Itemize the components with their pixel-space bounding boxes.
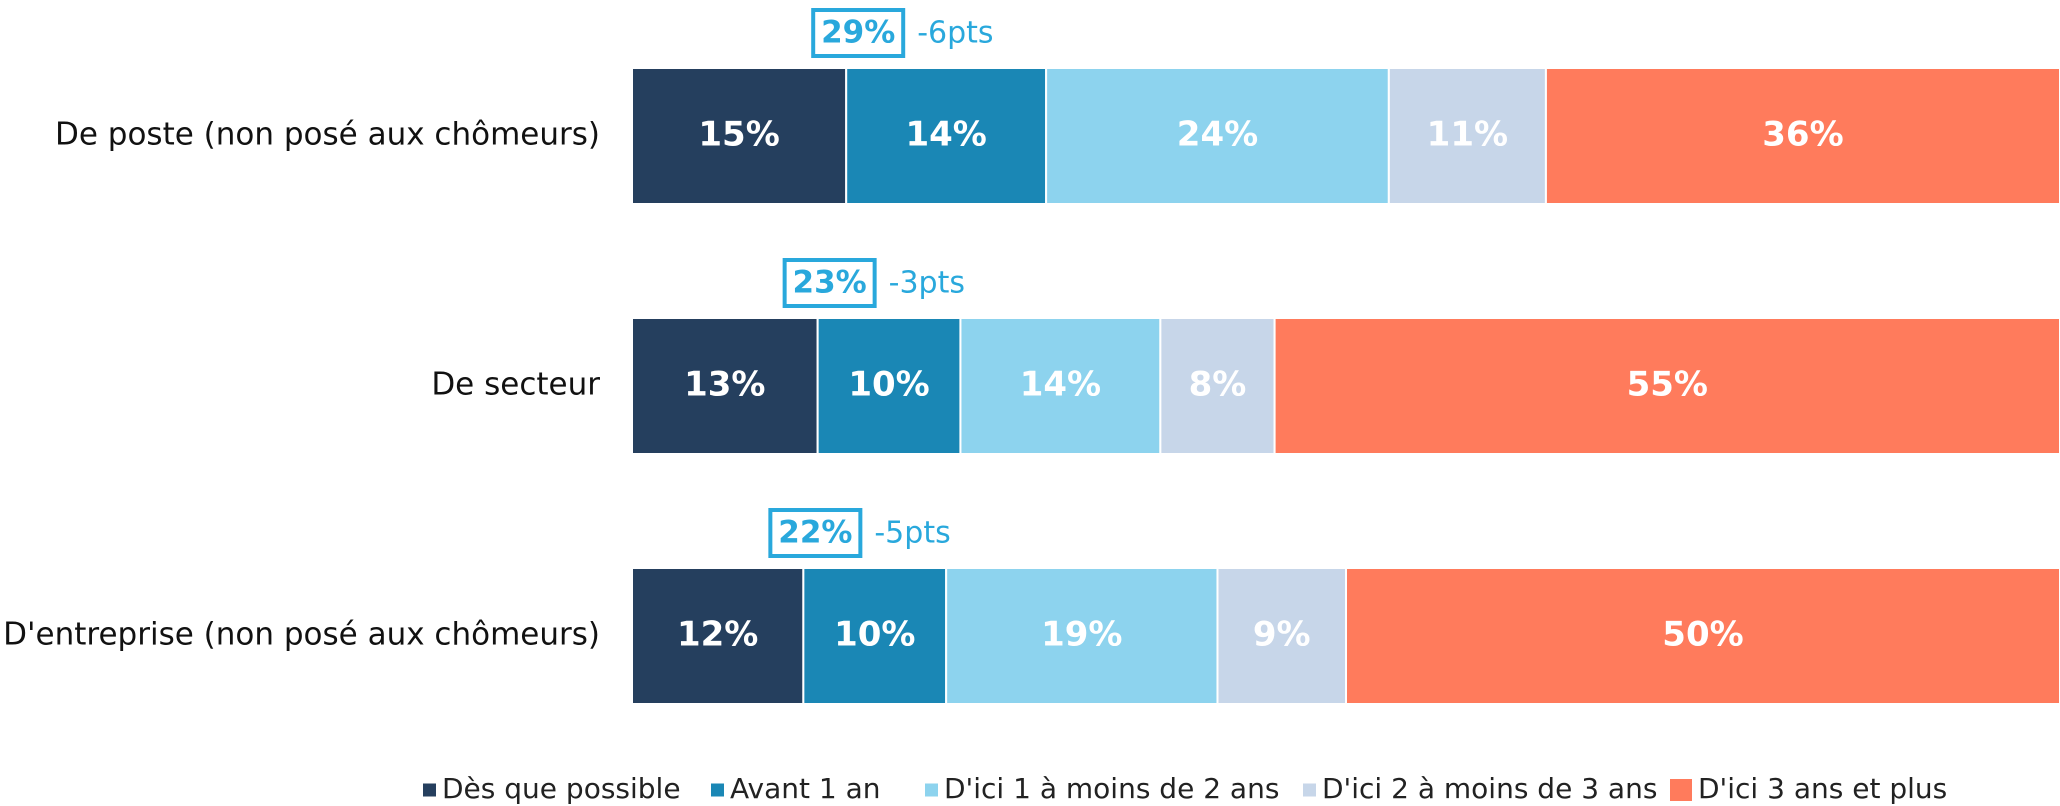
legend-swatch (1303, 783, 1316, 797)
annotation-value: 23% (793, 265, 867, 301)
legend-label: Avant 1 an (730, 772, 881, 805)
annotation-box (811, 8, 906, 58)
value-label: 14% (905, 115, 986, 155)
legend-label: D'ici 3 ans et plus (1698, 772, 1947, 805)
value-label: 55% (1627, 365, 1708, 405)
annotation-value: 22% (778, 515, 852, 551)
bar-segment (845, 67, 1048, 205)
legend-label: D'ici 2 à moins de 3 ans (1322, 772, 1657, 805)
value-label: 10% (848, 365, 929, 405)
value-label: 11% (1427, 115, 1508, 155)
legend-swatch (711, 783, 724, 797)
legend-swatch (423, 783, 436, 797)
value-label: 15% (698, 115, 779, 155)
category-label: De poste (non posé aux chômeurs) (55, 117, 600, 153)
value-label: 12% (677, 615, 758, 655)
value-label: 13% (684, 365, 765, 405)
value-label: 24% (1177, 115, 1258, 155)
annotation-delta: -5pts (874, 516, 950, 551)
value-label: 10% (834, 615, 915, 655)
value-label: 36% (1762, 115, 1843, 155)
bar-segment (1544, 67, 2060, 205)
legend-swatch (925, 783, 938, 797)
annotation-box (782, 258, 877, 308)
value-label: 8% (1189, 365, 1247, 405)
annotation-value: 29% (821, 15, 895, 51)
annotation-box (768, 508, 863, 558)
annotation-delta: -6pts (917, 16, 993, 51)
bar-segment (1345, 567, 2060, 705)
bar-segment (945, 567, 1219, 705)
bar-segment (1159, 317, 1276, 455)
bar-segment (1045, 67, 1390, 205)
legend-label: D'ici 1 à moins de 2 ans (944, 772, 1279, 805)
bar-segment (1387, 67, 1547, 205)
bar-segment (631, 317, 819, 455)
bar-segment (631, 67, 848, 205)
value-label: 9% (1253, 615, 1311, 655)
value-label: 14% (1020, 365, 1101, 405)
category-label: De secteur (431, 367, 600, 403)
legend-swatch (1670, 779, 1692, 801)
category-label: D'entreprise (non posé aux chômeurs) (3, 617, 600, 653)
value-label: 19% (1041, 615, 1122, 655)
bar-segment (1273, 317, 2060, 455)
annotation-delta: -3pts (889, 266, 965, 301)
bar-segment (1216, 567, 1347, 705)
bar-segment (802, 567, 948, 705)
bar-segment (631, 567, 805, 705)
legend-label: Dès que possible (442, 772, 681, 805)
value-label: 50% (1662, 615, 1743, 655)
